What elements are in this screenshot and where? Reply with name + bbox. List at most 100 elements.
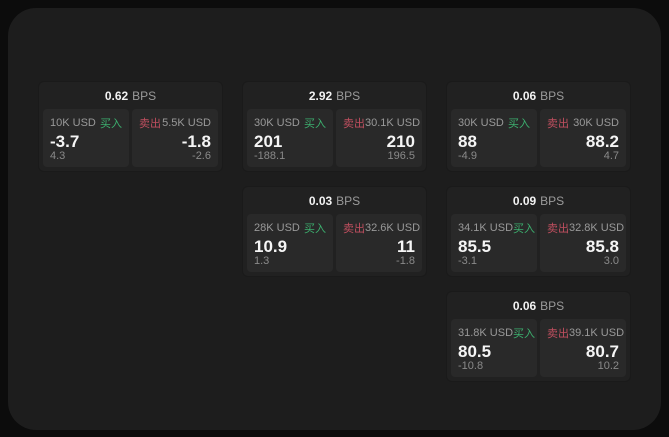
buy-price: 88 (458, 131, 477, 151)
card-body: 30K USD 买入 201 -188.1 卖出 30.1K USD 210 1… (243, 109, 426, 171)
card-header: 0.62 BPS (39, 82, 222, 109)
buy-tile[interactable]: 34.1K USD 买入 85.5 -3.1 (451, 214, 537, 272)
bps-value: 0.06 (512, 298, 537, 313)
buy-price: 85.5 (458, 236, 492, 256)
sell-top-row: 卖出 39.1K USD (547, 325, 624, 341)
buy-sub-value: 1.3 (254, 255, 270, 267)
sell-label[interactable]: 卖出 (547, 223, 569, 235)
bps-value: 0.62 (104, 88, 129, 103)
sell-tile[interactable]: 卖出 30K USD 88.2 4.7 (540, 109, 626, 167)
sell-top-row: 卖出 32.8K USD (547, 220, 624, 236)
buy-top-row: 34.1K USD 买入 (458, 220, 535, 236)
sell-label[interactable]: 卖出 (547, 118, 569, 130)
buy-top-row: 28K USD 买入 (254, 220, 326, 236)
sell-sub-value: 10.2 (597, 360, 619, 372)
bps-value: 0.03 (308, 193, 333, 208)
quote-card: 0.09 BPS 34.1K USD 买入 85.5 -3.1 卖出 32.8K… (446, 186, 631, 277)
buy-label[interactable]: 买入 (513, 223, 536, 235)
sell-amount: 32.6K USD (365, 222, 421, 234)
buy-label[interactable]: 买入 (304, 118, 326, 130)
sell-price: 11 (397, 236, 415, 256)
buy-tile[interactable]: 10K USD 买入 -3.7 4.3 (43, 109, 129, 167)
buy-label[interactable]: 买入 (100, 118, 122, 130)
card-body: 10K USD 买入 -3.7 4.3 卖出 5.5K USD -1.8 -2.… (39, 109, 222, 171)
card-body: 28K USD 买入 10.9 1.3 卖出 32.6K USD 11 -1.8 (243, 214, 426, 276)
buy-top-row: 30K USD 买入 (458, 115, 530, 131)
buy-sub-value: -3.1 (458, 255, 477, 267)
card-body: 30K USD 买入 88 -4.9 卖出 30K USD 88.2 4.7 (447, 109, 630, 171)
sell-sub-value: -1.8 (396, 255, 415, 267)
buy-sub-value: -188.1 (254, 150, 286, 162)
buy-top-row: 10K USD 买入 (50, 115, 122, 131)
sell-tile[interactable]: 卖出 39.1K USD 80.7 10.2 (540, 319, 626, 377)
sell-sub-value: 196.5 (387, 150, 415, 162)
buy-tile[interactable]: 30K USD 买入 88 -4.9 (451, 109, 537, 167)
sell-price: 85.8 (585, 236, 619, 256)
sell-tile[interactable]: 卖出 32.6K USD 11 -1.8 (336, 214, 422, 272)
buy-tile[interactable]: 31.8K USD 买入 80.5 -10.8 (451, 319, 537, 377)
buy-top-row: 31.8K USD 买入 (458, 325, 535, 341)
quote-card: 0.62 BPS 10K USD 买入 -3.7 4.3 卖出 5.5K USD… (38, 81, 223, 172)
sell-amount: 30K USD (573, 117, 619, 129)
buy-amount: 34.1K USD (458, 222, 514, 234)
bps-label: BPS (336, 88, 361, 103)
sell-price: 210 (386, 131, 415, 151)
sell-label[interactable]: 卖出 (139, 118, 161, 130)
bps-label: BPS (336, 193, 361, 208)
bps-label: BPS (132, 88, 157, 103)
sell-sub-value: -2.6 (192, 150, 211, 162)
quote-card: 2.92 BPS 30K USD 买入 201 -188.1 卖出 30.1K … (242, 81, 427, 172)
buy-tile[interactable]: 28K USD 买入 10.9 1.3 (247, 214, 333, 272)
bps-value: 2.92 (308, 88, 333, 103)
card-header: 0.06 BPS (447, 292, 630, 319)
buy-price: 201 (254, 131, 283, 151)
sell-top-row: 卖出 32.6K USD (343, 220, 420, 236)
card-body: 31.8K USD 买入 80.5 -10.8 卖出 39.1K USD 80.… (447, 319, 630, 381)
bps-label: BPS (540, 88, 565, 103)
quote-card: 0.06 BPS 30K USD 买入 88 -4.9 卖出 30K USD 8… (446, 81, 631, 172)
sell-top-row: 卖出 5.5K USD (139, 115, 211, 131)
sell-tile[interactable]: 卖出 30.1K USD 210 196.5 (336, 109, 422, 167)
sell-price: 88.2 (585, 131, 619, 151)
sell-price: -1.8 (181, 131, 211, 151)
buy-sub-value: -10.8 (458, 360, 484, 372)
card-header: 0.09 BPS (447, 187, 630, 214)
sell-price: 80.7 (585, 341, 619, 361)
quote-card: 0.03 BPS 28K USD 买入 10.9 1.3 卖出 32.6K US… (242, 186, 427, 277)
sell-label[interactable]: 卖出 (343, 118, 365, 130)
buy-sub-value: 4.3 (50, 150, 66, 162)
buy-price: -3.7 (50, 131, 80, 151)
card-header: 0.03 BPS (243, 187, 426, 214)
card-header: 0.06 BPS (447, 82, 630, 109)
bps-label: BPS (540, 298, 565, 313)
buy-sub-value: -4.9 (458, 150, 477, 162)
sell-top-row: 卖出 30.1K USD (343, 115, 420, 131)
buy-price: 80.5 (458, 341, 492, 361)
sell-amount: 30.1K USD (365, 117, 421, 129)
buy-label[interactable]: 买入 (304, 223, 326, 235)
buy-price: 10.9 (254, 236, 288, 256)
trading-panel: 0.62 BPS 10K USD 买入 -3.7 4.3 卖出 5.5K USD… (8, 8, 661, 430)
sell-tile[interactable]: 卖出 32.8K USD 85.8 3.0 (540, 214, 626, 272)
buy-amount: 30K USD (254, 117, 300, 129)
buy-amount: 31.8K USD (458, 327, 514, 339)
buy-label[interactable]: 买入 (508, 118, 530, 130)
sell-amount: 32.8K USD (569, 222, 625, 234)
bps-value: 0.06 (512, 88, 537, 103)
buy-amount: 28K USD (254, 222, 300, 234)
sell-label[interactable]: 卖出 (343, 223, 365, 235)
quote-card: 0.06 BPS 31.8K USD 买入 80.5 -10.8 卖出 39.1… (446, 291, 631, 382)
card-body: 34.1K USD 买入 85.5 -3.1 卖出 32.8K USD 85.8… (447, 214, 630, 276)
sell-amount: 39.1K USD (569, 327, 625, 339)
buy-label[interactable]: 买入 (513, 328, 536, 340)
sell-sub-value: 4.7 (603, 150, 619, 162)
sell-tile[interactable]: 卖出 5.5K USD -1.8 -2.6 (132, 109, 218, 167)
sell-top-row: 卖出 30K USD (547, 115, 619, 131)
bps-value: 0.09 (512, 193, 537, 208)
sell-amount: 5.5K USD (162, 117, 211, 129)
buy-tile[interactable]: 30K USD 买入 201 -188.1 (247, 109, 333, 167)
card-header: 2.92 BPS (243, 82, 426, 109)
buy-top-row: 30K USD 买入 (254, 115, 326, 131)
sell-label[interactable]: 卖出 (547, 328, 569, 340)
